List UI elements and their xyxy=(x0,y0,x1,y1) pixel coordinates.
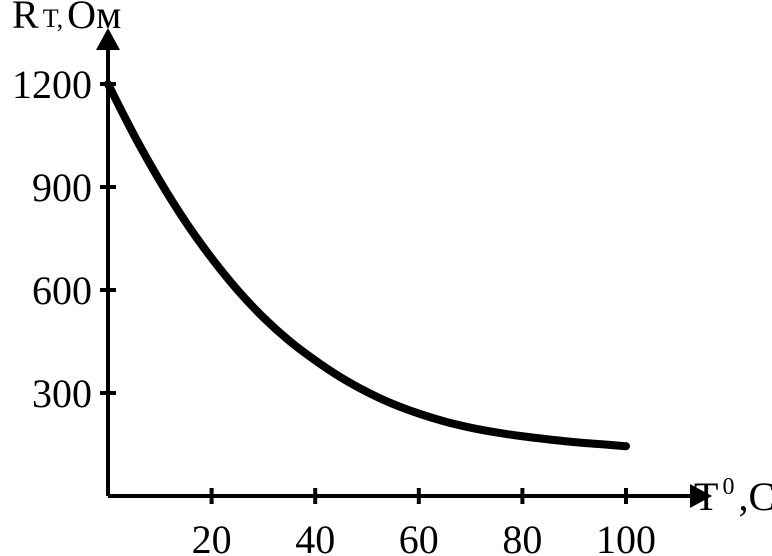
series-line xyxy=(104,80,630,451)
x-tick-label: 100 xyxy=(596,517,656,556)
x-axis-arrowhead xyxy=(690,484,712,508)
y-tick-label: 600 xyxy=(32,268,92,313)
x-ticks: 20 40 60 80 100 xyxy=(192,488,656,556)
y-axis-arrowhead xyxy=(96,28,120,50)
x-tick-label: 80 xyxy=(502,517,542,556)
axes xyxy=(96,28,712,508)
x-tick-label: 20 xyxy=(192,517,232,556)
x-axis-title-suffix: ,C xyxy=(738,474,772,519)
x-tick-label: 60 xyxy=(399,517,439,556)
y-axis-title-main: R xyxy=(12,0,39,37)
x-tick-label: 40 xyxy=(295,517,335,556)
y-axis-title: R T, Ом xyxy=(12,0,121,37)
y-tick-label: 1200 xyxy=(12,62,92,107)
y-axis-title-subscript: T, xyxy=(43,4,63,33)
x-axis-title-main: T xyxy=(694,474,718,519)
y-tick-label: 300 xyxy=(32,371,92,416)
y-axis-title-suffix: Ом xyxy=(67,0,121,37)
y-ticks: 300 600 900 1200 xyxy=(12,62,116,416)
x-axis-title: T 0 ,C xyxy=(694,474,772,519)
series-group xyxy=(104,80,630,451)
y-tick-label: 900 xyxy=(32,165,92,210)
x-axis-title-superscript: 0 xyxy=(722,474,734,500)
